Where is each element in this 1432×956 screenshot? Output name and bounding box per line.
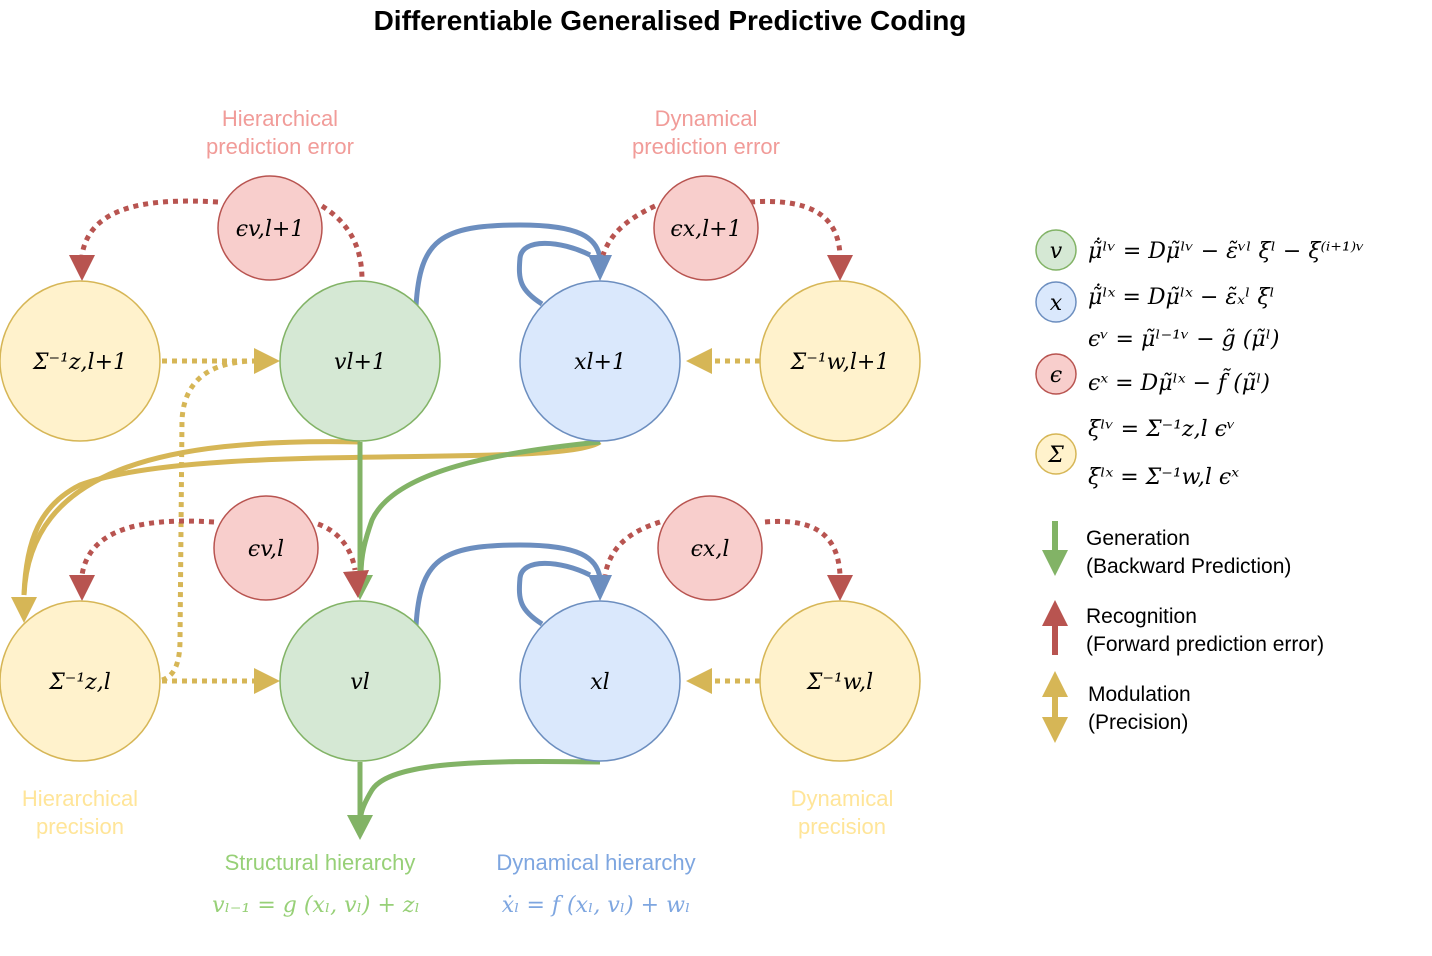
eps-v-top-node: ϵv,l+1 xyxy=(217,175,323,281)
hier-error-caption: Hierarchical prediction error xyxy=(206,106,354,159)
svg-text:Σ: Σ xyxy=(1047,443,1064,468)
legend-x-symbol: x xyxy=(1035,281,1077,323)
svg-text:Dynamical: Dynamical xyxy=(655,106,758,131)
svg-text:Σ⁻¹z,l: Σ⁻¹z,l xyxy=(48,670,111,695)
svg-text:Hierarchical: Hierarchical xyxy=(22,786,138,811)
dynamical-hierarchy-caption: Dynamical hierarchy xyxy=(496,850,695,875)
svg-text:xl+1: xl+1 xyxy=(574,350,626,375)
x-bottom-node: xl xyxy=(519,600,681,762)
dynamical-equation: ẋₗ = f (xₗ, vₗ) + wₗ xyxy=(502,893,691,918)
sigma-z-bottom-node: Σ⁻¹z,l xyxy=(0,600,161,762)
legend-sigma-symbol: Σ xyxy=(1035,433,1077,475)
v-bottom-node: vl xyxy=(279,600,441,762)
svg-text:precision: precision xyxy=(36,814,124,839)
svg-text:ϵx,l+1: ϵx,l+1 xyxy=(670,217,741,242)
legend-eps-symbol: ϵ xyxy=(1035,353,1077,395)
legend-generation-arrow-icon xyxy=(1042,521,1068,576)
svg-text:vl: vl xyxy=(350,670,369,695)
svg-text:Hierarchical: Hierarchical xyxy=(222,106,338,131)
prediction-error-arrows xyxy=(79,198,843,576)
legend-recognition-arrow-icon xyxy=(1042,600,1068,655)
svg-text:v: v xyxy=(1050,239,1063,264)
eps-x-top-node: ϵx,l+1 xyxy=(653,175,759,281)
legend-equation-eps-v: ϵᵛ = μ̃ˡ⁻¹ᵛ − g̃ (μ̃ˡ) xyxy=(1088,327,1280,352)
svg-text:x: x xyxy=(1050,291,1063,316)
x-top-node: xl+1 xyxy=(519,280,681,442)
sigma-w-bottom-node: Σ⁻¹w,l xyxy=(759,600,921,762)
svg-text:Dynamical: Dynamical xyxy=(791,786,894,811)
legend-equation-xi-v: ξˡᵛ = Σ⁻¹z,l ϵᵛ xyxy=(1088,417,1235,442)
dyn-precision-caption: Dynamical precision xyxy=(791,786,894,839)
precision-arrowheads xyxy=(254,348,712,694)
legend-v-symbol: v xyxy=(1035,229,1077,271)
svg-text:ϵv,l+1: ϵv,l+1 xyxy=(236,217,305,242)
eps-x-bottom-node: ϵx,l xyxy=(657,495,763,601)
legend-recognition-label: Recognition xyxy=(1086,605,1197,628)
legend-generation-label: Generation xyxy=(1086,527,1190,550)
precision-modulation-arrows xyxy=(161,358,760,684)
hier-precision-caption: Hierarchical precision xyxy=(22,786,138,839)
svg-text:prediction error: prediction error xyxy=(632,134,780,159)
legend-equation-eps-x: ϵˣ = Dμ̃ˡˣ − f̃ (μ̃ˡ) xyxy=(1088,369,1270,396)
legend-equation-xi-x: ξˡˣ = Σ⁻¹w,l ϵˣ xyxy=(1088,465,1239,490)
svg-text:Σ⁻¹w,l+1: Σ⁻¹w,l+1 xyxy=(790,350,890,375)
structural-hierarchy-caption: Structural hierarchy xyxy=(225,850,416,875)
structural-equation: vₗ₋₁ = g (xₗ, vₗ) + zₗ xyxy=(212,893,420,918)
legend-equation-x: μ̃̇ˡˣ = Dμ̃ˡˣ − ε̃ₓˡ ξˡ xyxy=(1088,283,1275,310)
svg-text:ϵx,l: ϵx,l xyxy=(691,537,730,562)
sigma-z-top-node: Σ⁻¹z,l+1 xyxy=(0,280,161,442)
legend-recognition-sublabel: (Forward prediction error) xyxy=(1086,633,1324,656)
svg-text:precision: precision xyxy=(798,814,886,839)
sigma-w-top-node: Σ⁻¹w,l+1 xyxy=(759,280,921,442)
legend: v x ϵ Σ μ̃̇ˡᵛ = Dμ̃ˡᵛ − ε̃ᵛˡ ξˡ − ξ⁽ⁱ⁺¹⁾… xyxy=(1035,229,1364,743)
svg-text:Σ⁻¹w,l: Σ⁻¹w,l xyxy=(806,670,873,695)
legend-modulation-sublabel: (Precision) xyxy=(1088,711,1188,734)
eps-v-bottom-node: ϵv,l xyxy=(213,495,319,601)
svg-text:xl: xl xyxy=(590,670,609,695)
prediction-error-arrowheads xyxy=(69,255,853,601)
svg-text:Σ⁻¹z,l+1: Σ⁻¹z,l+1 xyxy=(32,350,127,375)
legend-generation-sublabel: (Backward Prediction) xyxy=(1086,555,1291,578)
legend-equation-v: μ̃̇ˡᵛ = Dμ̃ˡᵛ − ε̃ᵛˡ ξˡ − ξ⁽ⁱ⁺¹⁾ᵛ xyxy=(1088,237,1364,264)
legend-modulation-arrow-icon xyxy=(1042,671,1068,743)
v-top-node: vl+1 xyxy=(279,280,441,442)
precision-update-arrowhead xyxy=(11,597,37,623)
diagram-title: Differentiable Generalised Predictive Co… xyxy=(374,5,967,36)
svg-text:vl+1: vl+1 xyxy=(334,350,386,375)
svg-text:ϵ: ϵ xyxy=(1050,363,1062,388)
legend-modulation-label: Modulation xyxy=(1088,683,1191,706)
dynamics-arrowheads xyxy=(588,255,612,601)
dynamics-arrows xyxy=(413,222,603,627)
generation-arrows xyxy=(357,439,601,816)
svg-text:ϵv,l: ϵv,l xyxy=(248,537,284,562)
dyn-error-caption: Dynamical prediction error xyxy=(632,106,780,159)
svg-text:prediction error: prediction error xyxy=(206,134,354,159)
